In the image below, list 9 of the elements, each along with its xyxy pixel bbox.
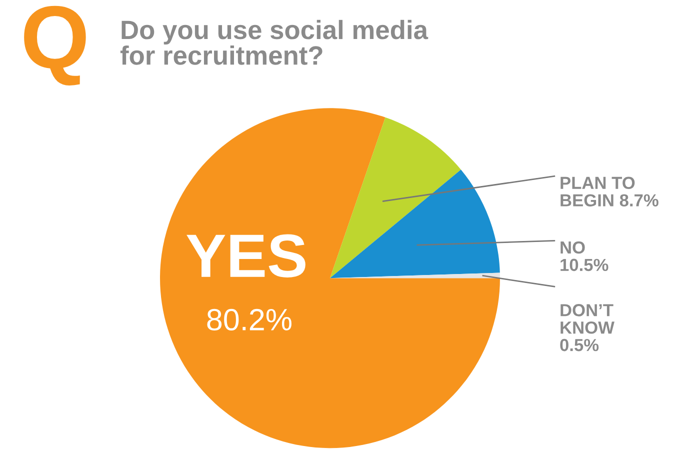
- data-label: 80.2%: [207, 308, 292, 331]
- slice-label: YES: [186, 234, 306, 278]
- slice-label: PLAN TO BEGIN 8.7%: [560, 176, 658, 206]
- slice-label: NO: [560, 241, 585, 254]
- text: Q: [24, 6, 86, 86]
- data-label: 0.5%: [560, 338, 599, 352]
- chart-title: Do you use social media for recruitment?: [120, 20, 428, 65]
- data-label: 10.5%: [560, 258, 608, 272]
- slice-label: DON’T KNOW: [560, 304, 614, 334]
